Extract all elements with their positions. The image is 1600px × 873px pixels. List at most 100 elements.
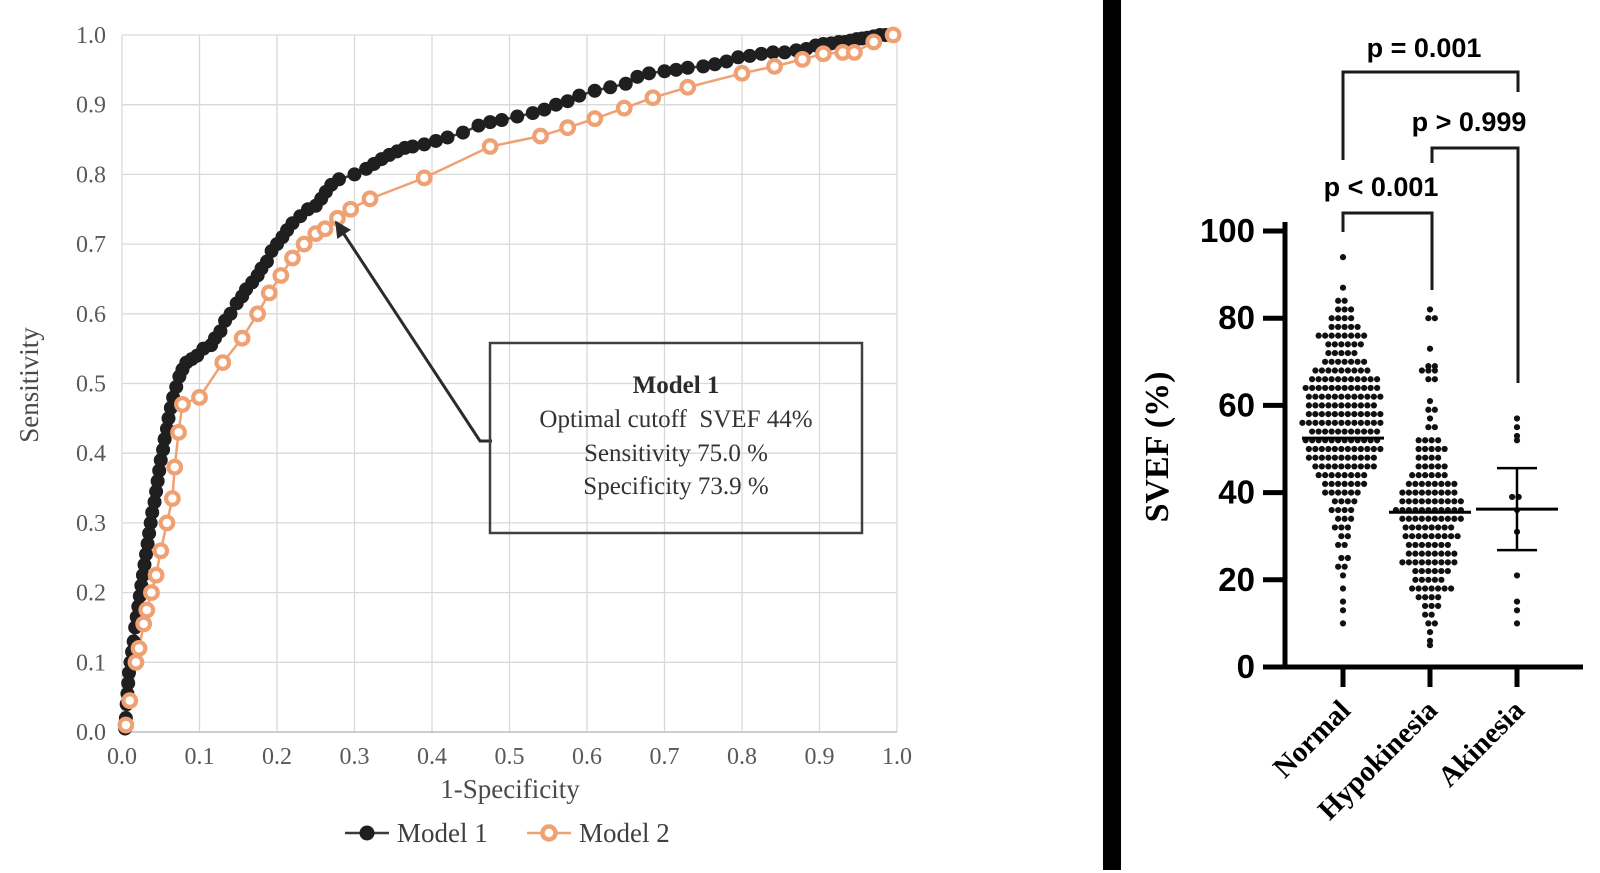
beeswarm-dot [1370,419,1377,426]
beeswarm-dot [1331,498,1338,505]
beeswarm-dot [1418,550,1425,557]
beeswarm-dot [1351,419,1358,426]
beeswarm-dot [1344,524,1351,531]
beeswarm-dot [1412,567,1419,575]
beeswarm-dot [1331,411,1338,418]
pvalue-normal-akinesia: p = 0.001 [1367,33,1482,63]
beeswarm-dot [1331,454,1338,461]
model1-point [766,45,780,60]
beeswarm-dot [1328,323,1335,331]
beeswarm-dot [1339,598,1347,605]
beeswarm-dot [1361,376,1368,383]
roc-y-tick-label: 0.5 [76,372,106,398]
beeswarm-dot [1367,428,1374,435]
beeswarm-dot [1405,550,1412,557]
roc-y-tick-label: 0.6 [76,302,106,328]
model1-point [731,50,746,65]
beeswarm-dot [1364,463,1371,470]
beeswarm-dot [1435,524,1442,531]
beeswarm-dot [1405,559,1412,566]
roc-x-tick-label: 0.3 [340,744,370,770]
beeswarm-dot [1305,419,1312,426]
beeswarm-dot [1425,620,1432,627]
model1-point [560,94,575,109]
beeswarm-dot [1341,358,1348,365]
beeswarm-dot [1318,411,1325,418]
model1-point [147,494,162,509]
beeswarm-dot [1431,515,1438,522]
beeswarm-dot [1335,428,1342,435]
beeswarm-dot [1357,445,1364,453]
beeswarm-dot [1341,506,1348,514]
model2-point [138,601,156,619]
beeswarm-dot [1412,576,1419,583]
beeswarm-dot [1444,498,1451,505]
beeswarm-dot [1335,297,1342,304]
beeswarm-dot [1335,563,1342,570]
beeswarm-dot [1418,515,1425,522]
beeswarm-dot [1341,323,1348,331]
model1-point [150,474,165,489]
beeswarm-dot [1325,454,1332,461]
beeswarm-dot [1364,367,1371,374]
roc-y-tick-label: 0.7 [76,232,106,258]
beeswarm-dot [1441,585,1448,592]
model2-point [415,169,433,187]
beeswarm-dot [1335,306,1342,313]
beeswarm-dot [1328,384,1335,392]
beeswarm-dot [1341,480,1348,487]
beeswarm-dot [1431,541,1438,549]
beeswarm-dot [1322,428,1329,435]
beeswarm-dot [1341,297,1348,304]
beeswarm-dot [1325,402,1332,409]
roc-y-tick-label: 0.8 [76,162,106,188]
beeswarm-dot [1305,402,1312,409]
beeswarm-dot [1426,397,1434,405]
beeswarm-dot [1335,515,1342,522]
beeswarm-dot [1435,437,1442,444]
annotation-line-cutoff: Optimal cutoff SVEF 44% [539,406,812,433]
beeswarm-dot [1322,489,1329,496]
beeswarm-dot [1338,554,1345,562]
legend-model2-marker-icon [540,824,558,842]
beeswarm-dot [1341,332,1348,339]
model1-point [483,115,498,130]
beeswarm-dot [1335,384,1342,392]
beeswarm-dot [1367,384,1374,392]
beeswarm-dot [1335,489,1342,496]
beeswarm-dot [1328,489,1335,496]
beeswarm-dot [1331,402,1338,409]
beeswarm-dot [1338,393,1345,400]
beeswarm-dot [1444,489,1451,496]
beeswarm-dot [1374,376,1381,383]
model2-point [733,64,751,82]
beeswarm-dot [1431,559,1438,566]
beeswarm-dot [1418,559,1425,566]
beeswarm-dot [1344,349,1351,357]
beeswarm-dot [1412,480,1419,487]
beeswarm-dot [1344,341,1351,348]
model1-point [587,83,602,98]
beeswarm-dot [1444,559,1451,566]
model1-point [428,133,443,148]
beeswarm-dot [1431,363,1438,370]
model1-point [143,515,158,530]
beeswarm-dot [1361,480,1368,487]
beeswarm-dot [1339,572,1347,579]
beeswarm-dot [1435,585,1442,592]
beeswarm-dot [1399,498,1406,505]
beeswarm-dot [1315,332,1322,339]
beeswarm-dot [1377,393,1384,400]
beeswarm-dot [1348,472,1355,479]
beeswarm-dot [1438,559,1445,566]
beeswarm-dot [1312,411,1319,418]
beeswarm-dot [1405,498,1412,505]
beeswarm-dot [1339,284,1347,291]
beeswarm-dot [1451,559,1458,566]
beeswarm-dot [1412,559,1419,566]
bracket-normal-akinesia [1341,70,1520,160]
beeswarm-dot [1315,428,1322,435]
legend-model1-label: Model 1 [397,818,488,848]
beeswarm-dot [1318,463,1325,470]
